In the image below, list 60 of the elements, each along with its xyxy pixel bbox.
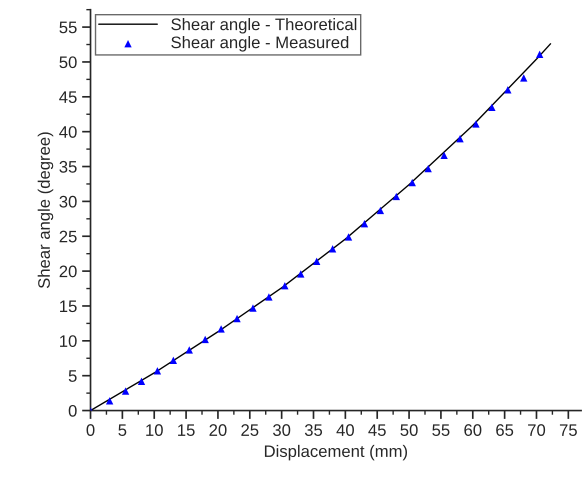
- point: [472, 120, 480, 128]
- x-tick-label: 35: [304, 424, 322, 436]
- point: [488, 104, 496, 111]
- x-tick-label: 15: [178, 424, 195, 436]
- point: [328, 245, 336, 252]
- x-tick-label: 0: [86, 424, 95, 436]
- x-tick-label: 50: [400, 424, 418, 436]
- y-tick-label: 50: [59, 56, 77, 68]
- point: [233, 314, 241, 322]
- x-tick-label: 40: [336, 424, 354, 436]
- y-tick-label: 40: [59, 126, 77, 138]
- x-tick-label: 25: [241, 424, 258, 436]
- x-tick-label: 30: [273, 424, 290, 436]
- point: [138, 378, 146, 385]
- point: [392, 192, 400, 200]
- point: [408, 178, 416, 186]
- y-tick-label: 30: [59, 196, 77, 208]
- x-tick-label: 20: [210, 424, 227, 436]
- point: [202, 336, 209, 344]
- point: [424, 164, 432, 172]
- y-tick-label: 5: [68, 370, 77, 382]
- point: [360, 220, 368, 228]
- x-tick-label: 70: [528, 424, 546, 436]
- point: [154, 367, 162, 374]
- point: [297, 270, 304, 278]
- x-tick-label: 55: [432, 424, 450, 436]
- point: [281, 282, 289, 290]
- point: [106, 397, 114, 404]
- y-tick-label: 35: [59, 160, 77, 173]
- point: [249, 304, 257, 312]
- y-tick-label: 25: [60, 230, 77, 242]
- legend-label: Shear angle - Theoretical: [171, 18, 356, 34]
- point: [376, 206, 384, 214]
- x-axis-title: Displacement (mm): [264, 444, 407, 460]
- point: [536, 50, 544, 58]
- x-tick-label: 75: [560, 424, 577, 436]
- point: [520, 74, 528, 82]
- point: [344, 233, 352, 241]
- x-tick-label: 5: [118, 424, 126, 436]
- x-tick-label: 45: [368, 424, 386, 436]
- y-tick-label: 45: [59, 91, 77, 104]
- point: [504, 86, 512, 94]
- point: [170, 356, 178, 364]
- y-tick-label: 0: [68, 404, 77, 417]
- x-tick-label: 10: [146, 424, 163, 436]
- y-tick-label: 10: [60, 335, 77, 348]
- y-tick-label: 20: [60, 266, 77, 278]
- point: [456, 134, 464, 142]
- point: [217, 325, 225, 333]
- point: [186, 346, 193, 354]
- x-tick-label: 65: [496, 424, 514, 436]
- y-axis-title: Shear angle (degree): [38, 132, 54, 288]
- point: [440, 152, 448, 160]
- legend-label: Shear angle - Measured: [171, 36, 348, 52]
- point: [313, 258, 320, 266]
- y-tick-label: 15: [60, 300, 77, 312]
- y-tick-label: 55: [59, 22, 77, 34]
- x-tick-label: 60: [464, 424, 482, 436]
- point: [122, 387, 130, 395]
- point: [265, 293, 273, 301]
